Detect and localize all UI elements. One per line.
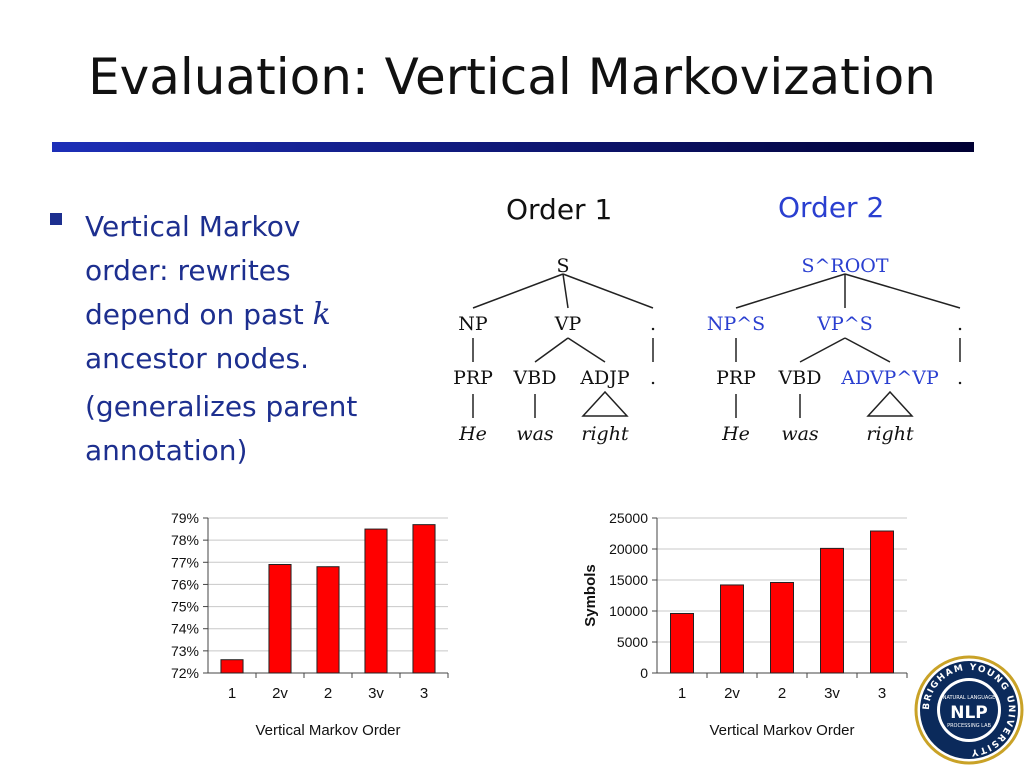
order2-node-dot: . bbox=[957, 313, 963, 335]
order1-word-was: was bbox=[516, 423, 554, 445]
x-tick-label: 2v bbox=[724, 685, 740, 702]
order1-node-vp: VP bbox=[554, 313, 582, 335]
bar bbox=[670, 612, 694, 674]
bar bbox=[220, 659, 244, 674]
order1-node-dot: . bbox=[650, 313, 656, 335]
bullet-list: Vertical Markov order: rewrites depend o… bbox=[50, 205, 410, 473]
y-tick-label: 15000 bbox=[609, 572, 648, 588]
bullet-line: depend on past bbox=[85, 298, 313, 331]
order2-tree bbox=[735, 273, 961, 418]
y-tick-label: 25000 bbox=[609, 510, 648, 526]
order2-node-advpvp: ADVP^VP bbox=[840, 367, 939, 389]
order2-node-dot2: . bbox=[957, 367, 963, 389]
x-tick-label: 1 bbox=[228, 685, 236, 702]
order1-tree bbox=[472, 273, 654, 418]
y-tick-label: 77% bbox=[171, 554, 199, 570]
bullet-item: Vertical Markov order: rewrites depend o… bbox=[85, 205, 410, 473]
bullet-line: annotation) bbox=[85, 434, 248, 467]
order2-word-was: was bbox=[781, 423, 819, 445]
y-axis-label: Symbols bbox=[582, 564, 599, 627]
x-tick-label: 2 bbox=[778, 685, 786, 702]
order2-node-prp: PRP bbox=[716, 367, 756, 389]
order2-node-vps: VP^S bbox=[816, 313, 872, 335]
variable-k: k bbox=[312, 297, 331, 332]
y-tick-label: 73% bbox=[171, 643, 199, 659]
order1-node-np: NP bbox=[458, 313, 488, 335]
x-tick-label: 3 bbox=[420, 685, 428, 702]
x-tick-label: 2v bbox=[272, 685, 288, 702]
bullet-line: ancestor nodes. bbox=[85, 342, 309, 375]
title-underline bbox=[52, 142, 974, 152]
y-tick-label: 72% bbox=[171, 665, 199, 681]
y-tick-label: 74% bbox=[171, 621, 199, 637]
order1-node-s: S bbox=[556, 255, 569, 277]
order2-word-he: He bbox=[721, 423, 750, 445]
order1-node-dot2: . bbox=[650, 367, 656, 389]
x-tick-label: 1 bbox=[678, 685, 686, 702]
x-axis-label: Vertical Markov Order bbox=[255, 722, 400, 739]
y-tick-label: 20000 bbox=[609, 541, 648, 557]
bar bbox=[720, 584, 744, 674]
logo-main-text: NLP bbox=[950, 703, 988, 723]
order1-node-vbd: VBD bbox=[513, 367, 557, 389]
bullet-line: (generalizes parent bbox=[85, 390, 358, 423]
order2-node-nps: NP^S bbox=[707, 313, 765, 335]
bullet-line: Vertical Markov bbox=[85, 210, 301, 243]
y-tick-label: 5000 bbox=[617, 634, 648, 650]
bar bbox=[364, 528, 388, 674]
symbols-bar-chart: 0 5000 10000 15000 20000 25000 1 2v 2 3v 3 Vertical… bbox=[582, 510, 908, 739]
logo-top-text: NATURAL LANGUAGE bbox=[943, 695, 996, 701]
bullet-square-icon bbox=[50, 213, 62, 225]
bar bbox=[820, 547, 844, 674]
order2-node-vbd: VBD bbox=[778, 367, 822, 389]
y-tick-label: 76% bbox=[171, 576, 199, 592]
accuracy-bar-chart: 72% 73% 74% 75% 76% 77% 78% 79% 1 2v 2 3v 3 Vertical … bbox=[171, 510, 449, 739]
y-tick-label: 79% bbox=[171, 510, 199, 526]
order1-label: Order 1 bbox=[506, 193, 613, 226]
order2-node-sroot: S^ROOT bbox=[801, 255, 888, 277]
slide-title: Evaluation: Vertical Markovization bbox=[88, 48, 936, 106]
byu-nlp-logo: BRIGHAM YOUNG UNIVERSITY NATURAL LANGUAG… bbox=[914, 655, 1024, 765]
x-tick-label: 2 bbox=[324, 685, 332, 702]
bar bbox=[770, 581, 794, 674]
x-tick-label: 3 bbox=[878, 685, 886, 702]
y-tick-label: 0 bbox=[640, 665, 648, 681]
y-tick-label: 75% bbox=[171, 599, 199, 615]
order1-word-right: right bbox=[581, 423, 629, 445]
bar bbox=[870, 530, 894, 674]
x-axis-label: Vertical Markov Order bbox=[709, 722, 854, 739]
order1-word-he: He bbox=[458, 423, 487, 445]
parse-tree-diagram: S NP VP . PRP VBD ADJP . He was right S^… bbox=[453, 255, 963, 445]
order1-node-adjp: ADJP bbox=[579, 367, 630, 389]
logo-bottom-text: PROCESSING LAB bbox=[947, 723, 991, 729]
bar bbox=[412, 524, 436, 674]
order1-node-prp: PRP bbox=[453, 367, 493, 389]
bar bbox=[316, 566, 340, 674]
bar bbox=[268, 564, 292, 674]
order2-label: Order 2 bbox=[778, 191, 885, 224]
x-tick-label: 3v bbox=[824, 685, 840, 702]
x-tick-label: 3v bbox=[368, 685, 384, 702]
order2-word-right: right bbox=[866, 423, 914, 445]
y-tick-label: 78% bbox=[171, 532, 199, 548]
y-tick-label: 10000 bbox=[609, 603, 648, 619]
bullet-line: order: rewrites bbox=[85, 254, 291, 287]
